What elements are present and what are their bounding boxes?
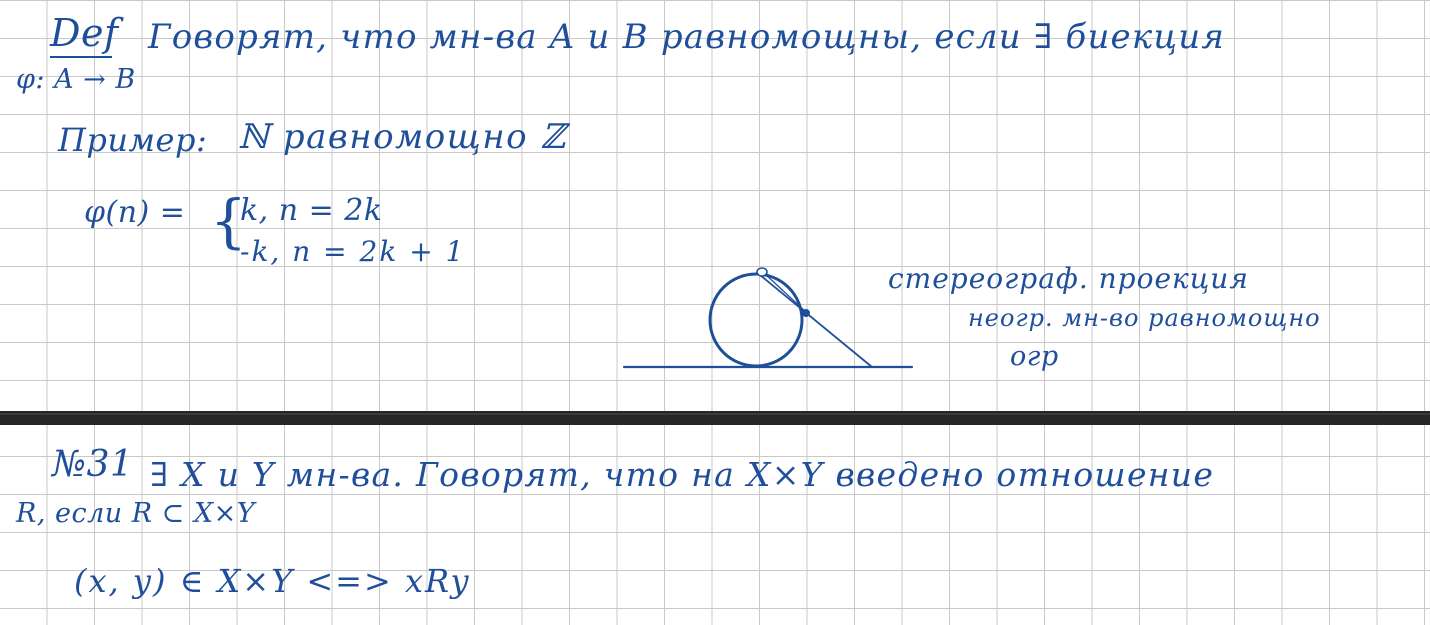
def-underline [50, 56, 112, 58]
projection-note-line3: огр [1010, 341, 1059, 372]
example-label: Пример: [58, 121, 208, 159]
example-statement: ℕ равномощно ℤ [238, 117, 567, 157]
definition-text-line1: Говорят, что мн-ва A и B равномощны, есл… [148, 17, 1226, 57]
page-divider [0, 411, 1430, 425]
relation-definition-line2: R, если R ⊂ X×Y [16, 498, 256, 529]
sphere-circle [708, 272, 804, 368]
def-label: Def [50, 11, 119, 55]
relation-definition-line1: ∃ X и Y мн-ва. Говорят, что на X×Y введе… [150, 455, 1215, 494]
north-pole-point [756, 267, 768, 277]
bijection-case-even: k, n = 2k [240, 193, 383, 228]
projected-point [802, 309, 810, 317]
brace: { [210, 187, 248, 255]
relation-equivalence: (x, y) ∈ X×Y <=> xRy [74, 562, 471, 600]
bijection-lhs: φ(n) = [84, 195, 186, 230]
projection-note-line1: стереограф. проекция [888, 262, 1249, 295]
projection-ray-inner [763, 272, 808, 314]
stereographic-projection-figure [622, 267, 914, 369]
problem-number: №31 [52, 444, 134, 485]
definition-text-line2: φ: A → B [16, 64, 136, 95]
projection-ray [759, 274, 873, 368]
projection-note-line2: неогр. мн-во равномощно [968, 304, 1321, 332]
bijection-case-odd: -k, n = 2k + 1 [240, 235, 466, 268]
